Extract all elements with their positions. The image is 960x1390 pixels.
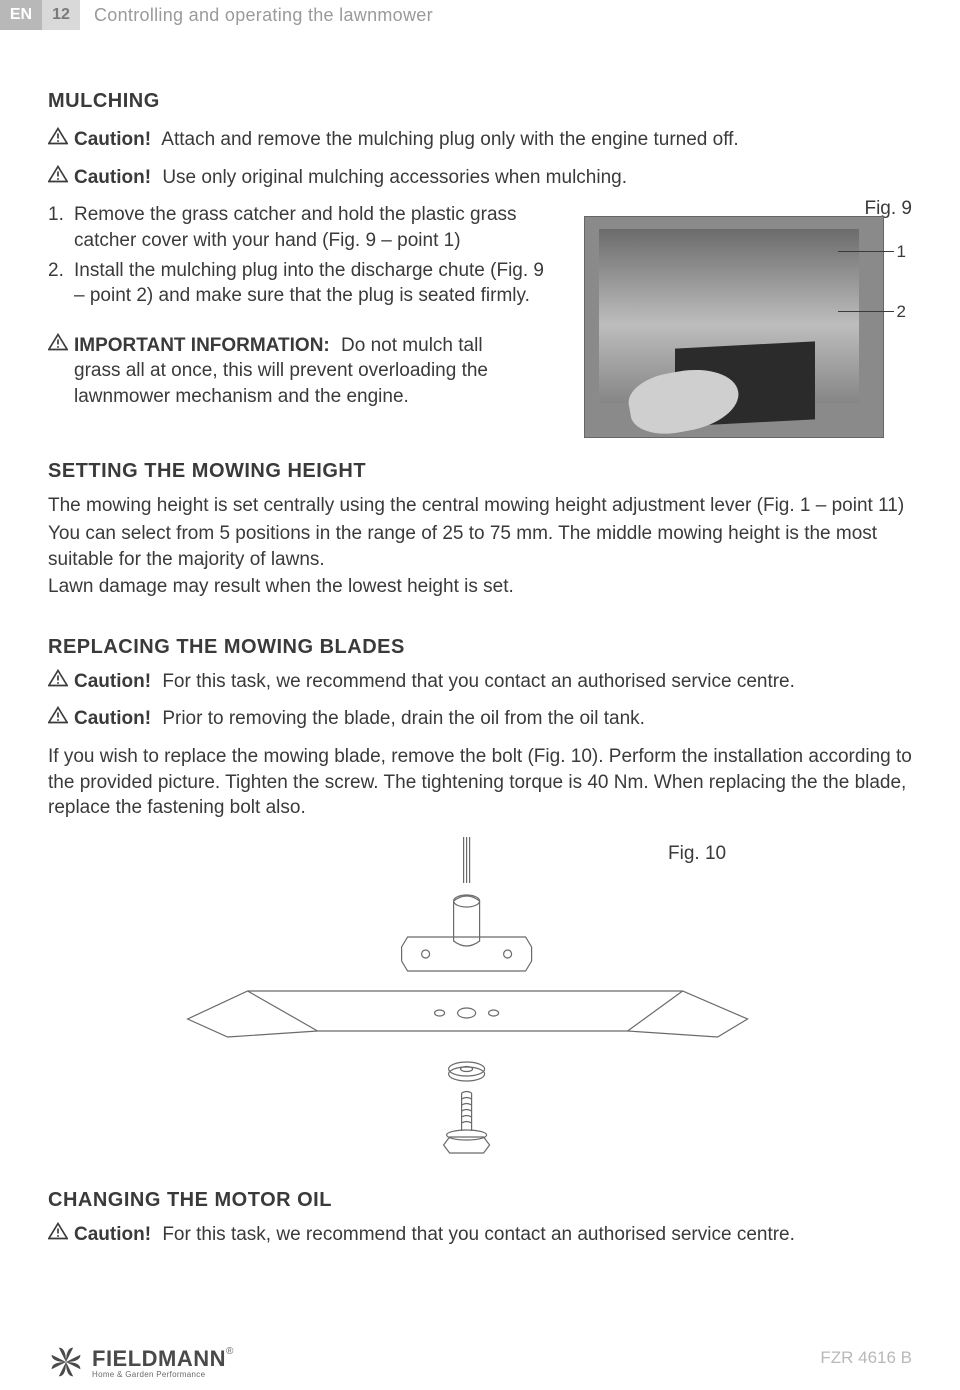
- caution-text: For this task, we recommend that you con…: [162, 1224, 795, 1245]
- figure-callout-2: 2: [897, 302, 906, 322]
- caution-label: Caution!: [74, 129, 151, 150]
- caution-text: For this task, we recommend that you con…: [162, 671, 795, 692]
- paragraph: The mowing height is set centrally using…: [48, 493, 912, 519]
- caution-text: Use only original mulching accessories w…: [162, 167, 627, 188]
- paragraph: You can select from 5 positions in the r…: [48, 521, 912, 572]
- callout-line: [838, 251, 894, 252]
- blade-diagram-icon: [158, 831, 778, 1166]
- model-number: FZR 4616 B: [820, 1348, 912, 1368]
- figure-9-container: Fig. 9 1 2: [572, 202, 912, 424]
- warning-icon: [48, 127, 74, 145]
- list-item: 1. Remove the grass catcher and hold the…: [48, 202, 554, 253]
- figure-9-photo: [584, 216, 884, 438]
- brand-registered-mark: ®: [226, 1346, 233, 1357]
- warning-icon: [48, 669, 74, 687]
- caution-row: Caution! For this task, we recommend tha…: [48, 669, 912, 695]
- step-text: Remove the grass catcher and hold the pl…: [74, 202, 554, 253]
- brand-logo-icon: [48, 1344, 84, 1380]
- warning-icon: [48, 706, 74, 724]
- caution-row: Caution! Use only original mulching acce…: [48, 165, 912, 191]
- header-section-title: Controlling and operating the lawnmower: [80, 5, 433, 26]
- important-block: IMPORTANT INFORMATION: Do not mulch tall…: [48, 333, 508, 410]
- heading-replacing-blades: REPLACING THE MOWING BLADES: [48, 636, 912, 659]
- brand-name: FIELDMANN: [92, 1346, 226, 1371]
- warning-icon: [48, 333, 74, 410]
- header-language-badge: EN: [0, 0, 42, 30]
- paragraph: Lawn damage may result when the lowest h…: [48, 574, 912, 600]
- step-number: 1.: [48, 202, 74, 253]
- caution-row: Caution! Attach and remove the mulching …: [48, 127, 912, 153]
- caution-row: Caution! Prior to removing the blade, dr…: [48, 706, 912, 732]
- brand-block: FIELDMANN® Home & Garden Performance: [48, 1344, 233, 1380]
- page-content: MULCHING Caution! Attach and remove the …: [0, 30, 960, 1248]
- page-header: EN 12 Controlling and operating the lawn…: [0, 0, 960, 30]
- step-number: 2.: [48, 258, 74, 309]
- heading-mulching: MULCHING: [48, 90, 912, 113]
- header-page-number: 12: [42, 0, 80, 30]
- caution-label: Caution!: [74, 708, 151, 729]
- figure-callout-1: 1: [897, 242, 906, 262]
- callout-line: [838, 311, 894, 312]
- caution-label: Caution!: [74, 1224, 151, 1245]
- step-text: Install the mulching plug into the disch…: [74, 258, 554, 309]
- caution-label: Caution!: [74, 167, 151, 188]
- warning-icon: [48, 1222, 74, 1240]
- important-label: IMPORTANT INFORMATION:: [74, 335, 330, 356]
- caution-text: Prior to removing the blade, drain the o…: [162, 708, 645, 729]
- figure-10-container: Fig. 10: [48, 831, 912, 1171]
- paragraph: If you wish to replace the mowing blade,…: [48, 744, 912, 821]
- heading-mowing-height: SETTING THE MOWING HEIGHT: [48, 460, 912, 483]
- caution-row: Caution! For this task, we recommend tha…: [48, 1222, 912, 1248]
- heading-motor-oil: CHANGING THE MOTOR OIL: [48, 1189, 912, 1212]
- list-item: 2. Install the mulching plug into the di…: [48, 258, 554, 309]
- page-footer: FIELDMANN® Home & Garden Performance FZR…: [0, 1326, 960, 1380]
- caution-text: Attach and remove the mulching plug only…: [161, 129, 738, 150]
- warning-icon: [48, 165, 74, 183]
- caution-label: Caution!: [74, 671, 151, 692]
